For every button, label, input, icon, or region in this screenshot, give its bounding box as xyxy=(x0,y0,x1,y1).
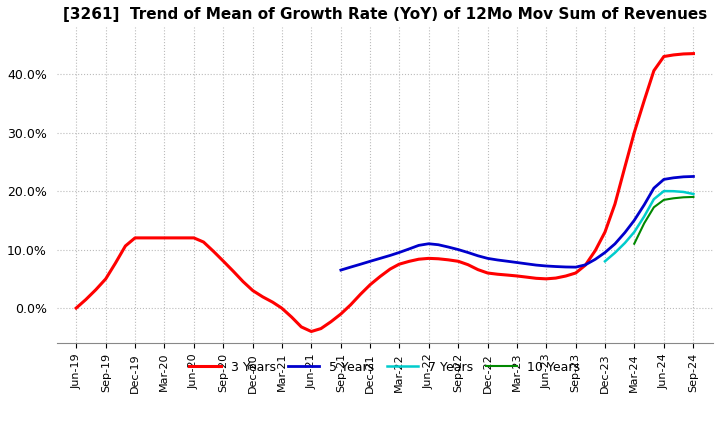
Line: 3 Years: 3 Years xyxy=(76,54,693,331)
Line: 5 Years: 5 Years xyxy=(341,176,693,270)
Line: 10 Years: 10 Years xyxy=(634,197,693,244)
Title: [3261]  Trend of Mean of Growth Rate (YoY) of 12Mo Mov Sum of Revenues: [3261] Trend of Mean of Growth Rate (YoY… xyxy=(63,7,707,22)
Legend: 3 Years, 5 Years, 7 Years, 10 Years: 3 Years, 5 Years, 7 Years, 10 Years xyxy=(184,356,585,379)
Line: 7 Years: 7 Years xyxy=(605,191,693,261)
